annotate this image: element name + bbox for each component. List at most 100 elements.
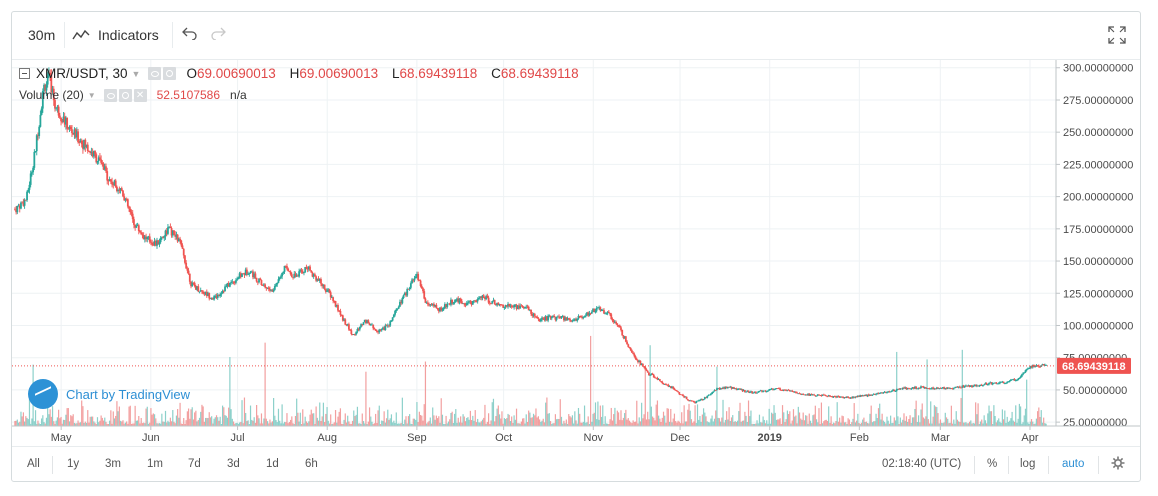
range-button-3d[interactable]: 3d bbox=[227, 458, 240, 470]
candle-body bbox=[923, 387, 926, 389]
range-button-all[interactable]: All bbox=[27, 458, 40, 470]
candle-body bbox=[938, 388, 941, 389]
candle-body bbox=[997, 383, 1000, 385]
candle-body bbox=[856, 395, 859, 397]
chart-settings-button[interactable] bbox=[1111, 456, 1125, 473]
settings-icon[interactable] bbox=[118, 88, 132, 102]
price-axis[interactable]: 300.00000000275.00000000250.00000000225.… bbox=[1055, 60, 1133, 429]
volume-bar bbox=[565, 419, 567, 426]
volume-bar bbox=[353, 410, 355, 426]
volume-bar bbox=[740, 421, 742, 426]
candle-body bbox=[71, 129, 73, 134]
candle-body bbox=[344, 319, 347, 325]
symbol-label[interactable]: XMR/USDT, 30 bbox=[36, 66, 128, 81]
candle-body bbox=[565, 317, 568, 321]
chevron-down-icon[interactable]: ▼ bbox=[87, 90, 96, 100]
volume-bar bbox=[634, 421, 637, 426]
candle-body bbox=[818, 394, 820, 396]
range-button-7d[interactable]: 7d bbox=[188, 458, 201, 470]
indicators-button[interactable]: Indicators bbox=[72, 27, 159, 43]
auto-scale-toggle[interactable]: auto bbox=[1062, 458, 1085, 470]
volume-bar bbox=[228, 407, 230, 426]
volume-bar bbox=[164, 410, 167, 426]
close-icon[interactable]: ✕ bbox=[133, 88, 147, 102]
tradingview-watermark[interactable]: Chart by TradingView bbox=[28, 379, 190, 409]
candle-body bbox=[979, 384, 982, 386]
range-button-1m[interactable]: 1m bbox=[147, 458, 163, 470]
candle-body bbox=[67, 128, 70, 130]
volume-bar bbox=[92, 416, 94, 426]
volume-bar bbox=[1013, 421, 1016, 426]
settings-icon[interactable] bbox=[163, 67, 177, 80]
eye-icon[interactable] bbox=[103, 88, 117, 102]
candle-body bbox=[787, 389, 790, 391]
candle-body bbox=[822, 394, 825, 396]
volume-bar bbox=[700, 421, 702, 426]
volume-bar bbox=[617, 412, 620, 426]
volume-bar bbox=[157, 423, 159, 426]
undo-button[interactable] bbox=[182, 26, 198, 40]
candle-body bbox=[35, 135, 38, 152]
range-button-1d[interactable]: 1d bbox=[266, 458, 279, 470]
volume-bar bbox=[945, 417, 948, 426]
candle-body bbox=[32, 167, 35, 173]
candle-body bbox=[683, 395, 686, 398]
candle-body bbox=[695, 401, 698, 404]
volume-bar bbox=[988, 405, 990, 426]
candle-body bbox=[400, 301, 403, 304]
volume-bar bbox=[55, 420, 57, 426]
redo-button[interactable] bbox=[210, 26, 226, 40]
volume-bar bbox=[292, 423, 294, 426]
candle-body bbox=[388, 325, 390, 327]
eye-icon[interactable] bbox=[148, 67, 162, 80]
range-button-3m[interactable]: 3m bbox=[105, 458, 121, 470]
candle-body bbox=[730, 386, 733, 389]
volume-bar bbox=[405, 416, 407, 426]
volume-bar bbox=[59, 418, 61, 426]
time-axis[interactable]: May Jun Jul Aug Sep Oct Nov Dec 2019 Feb Mar Apr bbox=[12, 425, 1140, 444]
candle-body bbox=[470, 302, 473, 305]
volume-bar bbox=[647, 411, 649, 426]
candle-body bbox=[1024, 370, 1027, 373]
candle-body bbox=[952, 387, 955, 389]
candle-body bbox=[669, 386, 672, 389]
candle-body bbox=[646, 370, 649, 373]
volume-bar bbox=[332, 423, 334, 426]
volume-label[interactable]: Volume (20) bbox=[19, 88, 84, 102]
volume-bar bbox=[649, 345, 651, 426]
chevron-down-icon[interactable]: ▼ bbox=[131, 68, 141, 79]
volume-bar bbox=[309, 414, 311, 426]
candle-body bbox=[437, 309, 440, 312]
candle-body bbox=[374, 329, 377, 331]
volume-bar bbox=[747, 400, 750, 426]
candle-body bbox=[488, 302, 491, 304]
fullscreen-button[interactable] bbox=[1108, 26, 1126, 44]
utc-clock[interactable]: 02:18:40 (UTC) bbox=[882, 458, 962, 470]
candle-body bbox=[671, 386, 673, 389]
volume-bar bbox=[1030, 419, 1033, 426]
range-button-1y[interactable]: 1y bbox=[67, 458, 80, 470]
range-button-6h[interactable]: 6h bbox=[305, 458, 318, 470]
volume-bar bbox=[732, 415, 734, 426]
candle-body bbox=[214, 296, 217, 297]
candle-body bbox=[1041, 364, 1044, 366]
candle-body bbox=[323, 284, 326, 290]
candlestick-series bbox=[13, 67, 1048, 404]
bottom-toolbar: All 1y 3m 1m 7d 3d 1d 6h 02:18:40 (UTC) … bbox=[12, 446, 1140, 481]
percent-toggle[interactable]: % bbox=[987, 458, 998, 470]
price-chart[interactable]: 300.00000000275.00000000250.00000000225.… bbox=[12, 60, 1140, 446]
candle-body bbox=[243, 273, 246, 276]
candle-body bbox=[45, 84, 48, 91]
log-toggle[interactable]: log bbox=[1020, 458, 1036, 470]
volume-bar bbox=[588, 423, 591, 426]
candle-body bbox=[230, 282, 232, 283]
volume-bar bbox=[722, 399, 724, 426]
volume-bar bbox=[143, 422, 145, 426]
volume-bar bbox=[61, 423, 63, 426]
interval-button[interactable]: 30m bbox=[28, 27, 56, 43]
volume-bar bbox=[128, 406, 130, 426]
volume-bar bbox=[66, 408, 68, 426]
volume-bar bbox=[494, 421, 496, 426]
collapse-legend-icon[interactable] bbox=[19, 68, 30, 79]
candle-body bbox=[227, 283, 230, 287]
